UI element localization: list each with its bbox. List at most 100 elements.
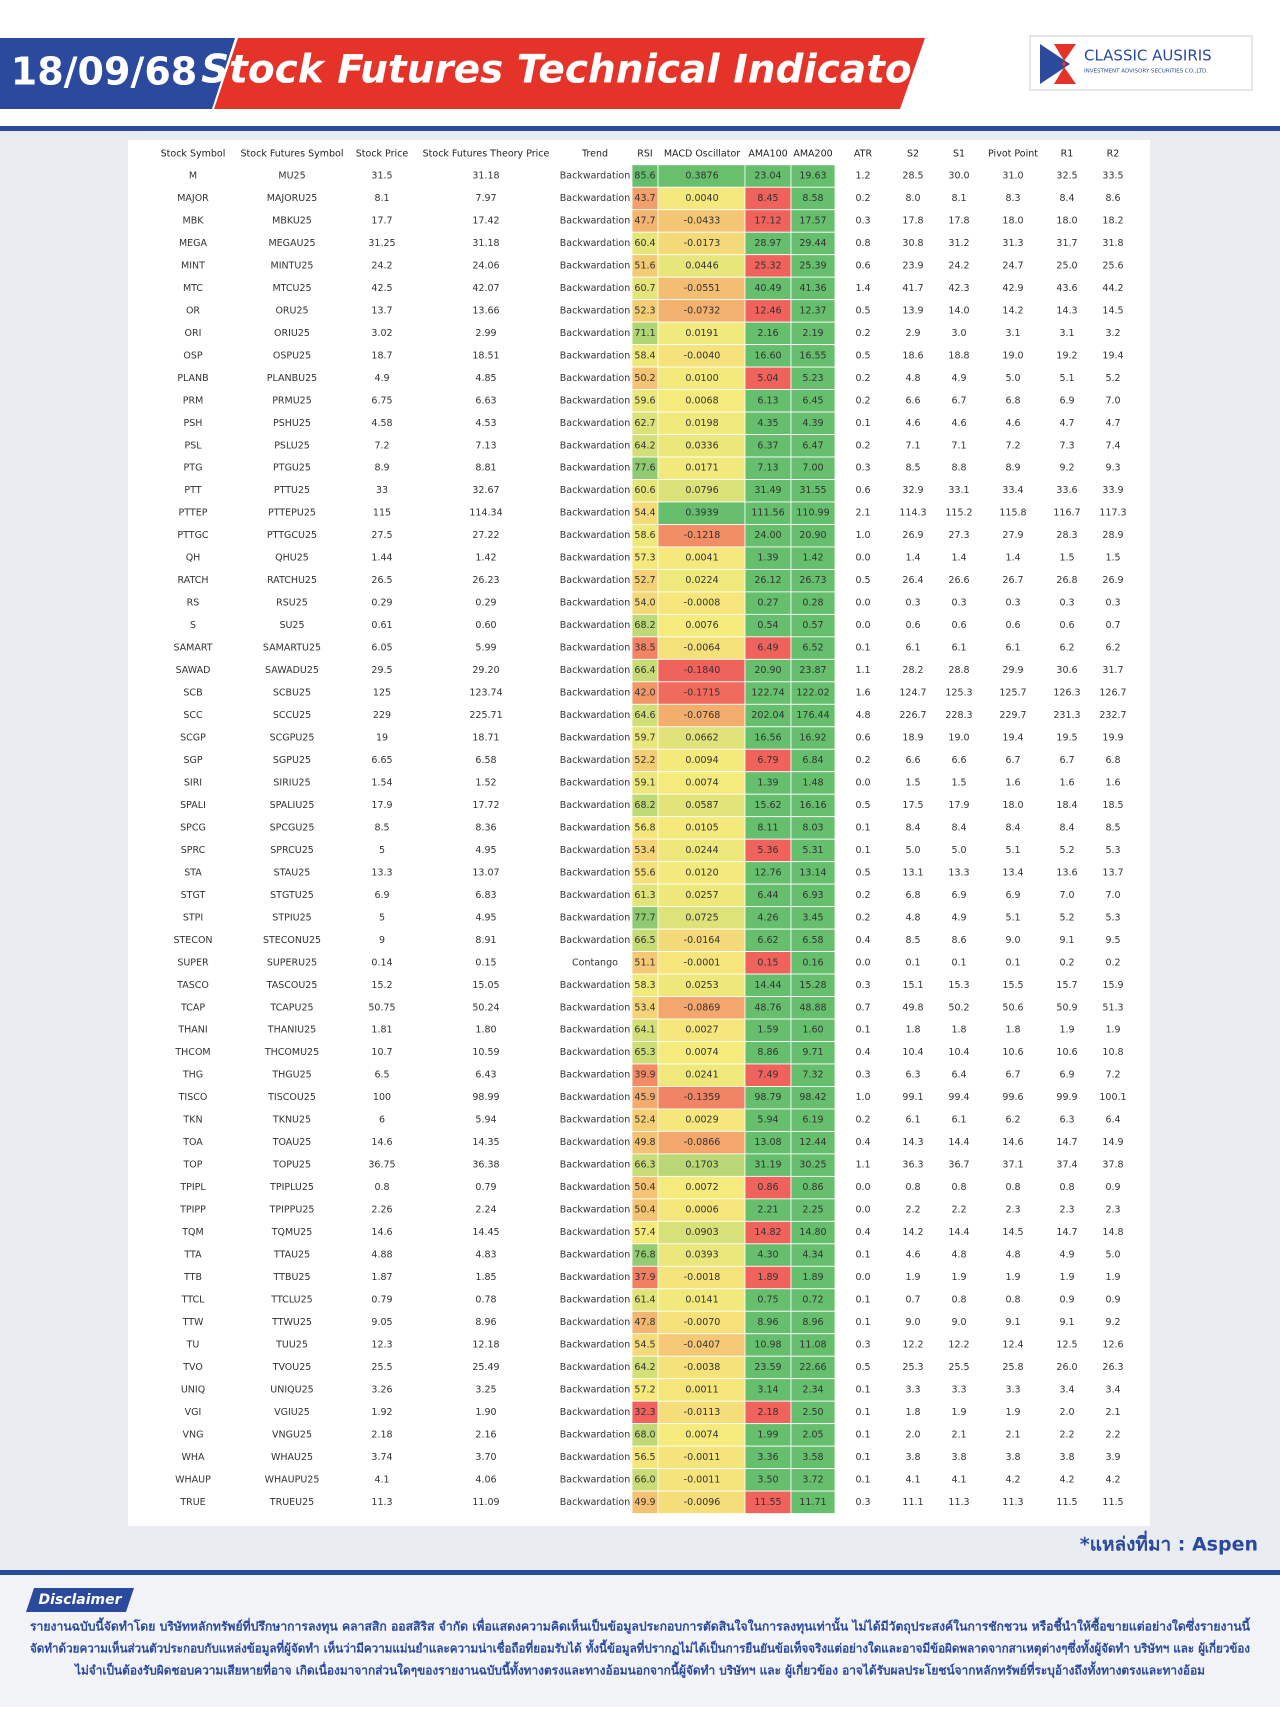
cell: 9.1	[1005, 1317, 1020, 1328]
cell: SGPU25	[273, 755, 311, 766]
cell: 6.62	[757, 935, 778, 946]
cell: 115	[373, 508, 391, 519]
cell: 0.8	[1005, 1182, 1020, 1193]
cell: 100.1	[1099, 1092, 1126, 1103]
cell: 2.05	[802, 1429, 823, 1440]
cell: 0.3	[905, 598, 920, 609]
cell: 5.1	[1059, 373, 1074, 384]
cell: 51.3	[1102, 1002, 1123, 1013]
cell: 0.3	[855, 1339, 870, 1350]
cell: WHAUP	[175, 1474, 211, 1485]
cell: 4.9	[951, 912, 966, 923]
cell: 98.42	[799, 1092, 826, 1103]
cell: 8.8	[951, 463, 966, 474]
cell: 10.4	[948, 1047, 969, 1058]
cell: 0.0725	[685, 912, 718, 923]
cell: 27.3	[948, 530, 969, 541]
cell: 20.90	[799, 530, 826, 541]
cell: 24.00	[754, 530, 781, 541]
cell: 6.43	[475, 1070, 496, 1081]
cell: 0.0094	[685, 755, 718, 766]
cell: 1.9	[1005, 1407, 1020, 1418]
cell: TVOU25	[272, 1362, 312, 1373]
cell: 0.6	[905, 620, 920, 631]
cell: 10.6	[1056, 1047, 1077, 1058]
cell: 31.7	[1056, 238, 1077, 249]
cell: PTTEPU25	[268, 508, 316, 519]
cell: 7.49	[757, 1070, 778, 1081]
cell: TPIPPU25	[269, 1205, 315, 1216]
column-header: Stock Futures Theory Price	[423, 149, 550, 160]
cell: 50.4	[634, 1182, 655, 1193]
cell: 226.7	[899, 710, 926, 721]
cell: 31.7	[1102, 665, 1123, 676]
cell: 229	[373, 710, 391, 721]
cell: 50.75	[368, 1002, 395, 1013]
cell: 3.8	[905, 1452, 920, 1463]
cell: 3.3	[1005, 1384, 1020, 1395]
cell: 0.1	[855, 643, 870, 654]
cell: 6.75	[371, 395, 392, 406]
cell: 0.2	[855, 912, 870, 923]
cell: 0.5	[855, 1362, 870, 1373]
cell: 1.5	[905, 777, 920, 788]
cell: 42.5	[371, 283, 392, 294]
cell: 7.2	[374, 440, 389, 451]
cell: SAWADU25	[265, 665, 319, 676]
cell: 17.72	[472, 800, 499, 811]
cell: Backwardation	[560, 1317, 630, 1328]
cell: TQMU25	[271, 1227, 313, 1238]
cell: 2.2	[951, 1205, 966, 1216]
cell: 28.9	[1102, 530, 1123, 541]
cell: 8.5	[905, 935, 920, 946]
cell: 6.9	[374, 890, 389, 901]
cell: OSP	[183, 350, 203, 361]
cell: 1.80	[475, 1025, 496, 1036]
cell: 1.9	[1105, 1272, 1120, 1283]
cell: 59.1	[634, 777, 655, 788]
cell: 4.2	[1059, 1474, 1074, 1485]
cell: 232.7	[1099, 710, 1126, 721]
cell: 57.3	[634, 553, 655, 564]
cell: 0.6	[855, 733, 870, 744]
cell: 0.0068	[685, 395, 718, 406]
cell: 17.8	[948, 215, 969, 226]
cell: -0.0064	[684, 643, 721, 654]
cell: 1.54	[371, 777, 392, 788]
cell: 66.5	[634, 935, 655, 946]
cell: 8.9	[374, 463, 389, 474]
cell: PTGU25	[273, 463, 311, 474]
cell: 13.08	[754, 1137, 781, 1148]
cell: 32.67	[472, 485, 499, 496]
cell: PLANB	[177, 373, 208, 384]
cell: 50.2	[634, 373, 655, 384]
cell: 4.34	[802, 1250, 823, 1261]
cell: 6.8	[1005, 395, 1020, 406]
cell: 0.9	[1105, 1182, 1120, 1193]
cell: -0.1840	[684, 665, 721, 676]
cell: 44.2	[1102, 283, 1123, 294]
cell: 14.45	[472, 1227, 499, 1238]
cell: 0.3	[855, 463, 870, 474]
cell: 4.2	[1005, 1474, 1020, 1485]
cell: 14.4	[948, 1137, 969, 1148]
cell: RATCH	[177, 575, 208, 586]
cell: 25.3	[902, 1362, 923, 1373]
cell: 1.9	[1005, 1272, 1020, 1283]
cell: Backwardation	[560, 328, 630, 339]
cell: 66.0	[634, 1474, 655, 1485]
cell: 2.2	[1059, 1429, 1074, 1440]
cell: 37.8	[1102, 1160, 1123, 1171]
cell: 0.0100	[685, 373, 718, 384]
cell: 7.0	[1105, 890, 1120, 901]
cell: 8.96	[802, 1317, 823, 1328]
cell: 9.05	[371, 1317, 392, 1328]
cell: 17.12	[754, 215, 781, 226]
cell: 4.39	[802, 418, 823, 429]
cell: 54.5	[634, 1339, 655, 1350]
cell: Backwardation	[560, 1160, 630, 1171]
cell: 14.6	[371, 1227, 392, 1238]
cell: 58.3	[634, 980, 655, 991]
cell: 1.39	[757, 553, 778, 564]
cell: 5.0	[1105, 1250, 1120, 1261]
